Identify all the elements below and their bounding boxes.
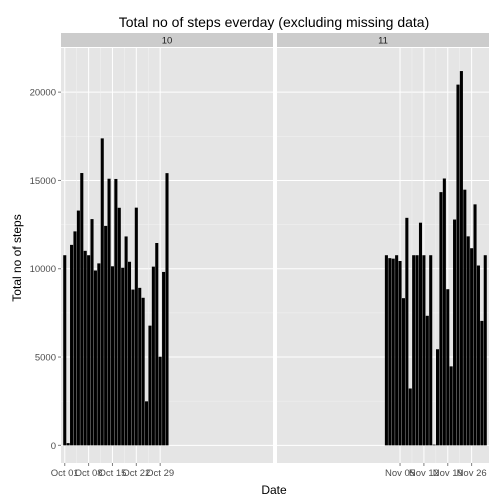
bar-2012-10-06 [80,173,84,446]
bar-2012-11-16 [436,349,440,446]
bar-2012-11-11 [418,222,423,446]
bar-2012-10-20 [127,261,132,446]
bar-2012-11-05 [398,260,402,446]
x-tick-label: Oct 22 [122,468,150,479]
bar-2012-10-01 [63,255,67,446]
bar-2012-11-12 [422,255,426,446]
x-tick-label: Oct 29 [146,468,174,479]
bar-2012-10-12 [100,138,104,446]
bar-2012-10-10 [93,270,97,446]
bar-2012-10-21 [131,289,135,446]
facet-strip-label: 11 [378,36,388,47]
bar-2012-11-19 [446,289,450,446]
y-tick-label: 0 [51,441,56,452]
bar-2012-10-09 [90,219,94,446]
bar-2012-10-19 [124,236,128,446]
bar-2012-11-09 [412,255,416,446]
x-tick-label: Oct 01 [51,468,79,479]
bar-2012-11-06 [401,298,405,446]
bar-2012-11-20 [449,366,453,446]
bar-2012-11-26 [470,248,474,446]
bar-2012-10-03 [70,244,74,446]
bar-2012-11-15 [432,444,436,446]
bar-2012-11-18 [442,178,446,446]
bar-2012-11-29 [480,320,484,446]
y-tick-label: 15000 [30,176,56,187]
bar-2012-10-08 [87,255,91,446]
bar-2012-11-13 [425,315,429,446]
bar-2012-10-17 [117,207,121,446]
bar-2012-10-24 [141,297,145,446]
bar-2012-10-04 [73,231,77,446]
bar-2012-10-14 [107,178,111,446]
chart-title: Total no of steps everday (excluding mis… [119,14,430,30]
bar-2012-11-08 [408,388,412,446]
facet-strip [277,33,489,47]
bar-2012-10-25 [145,401,149,446]
y-tick-label: 20000 [30,88,56,99]
facet-strip [61,33,273,47]
x-axis-title: Date [261,483,287,497]
y-tick-label: 10000 [30,264,56,275]
bar-2012-10-23 [138,287,142,446]
bar-2012-10-28 [155,243,159,446]
x-tick-label: Nov 12 [409,468,439,479]
bar-2012-10-07 [83,250,87,446]
bar-2012-10-29 [158,356,162,446]
facet-strip-label: 10 [162,36,173,47]
bar-2012-11-25 [466,236,470,446]
bar-2012-10-27 [151,266,155,446]
bar-2012-10-30 [162,271,166,446]
bar-2012-11-07 [405,217,409,446]
bar-2012-10-16 [114,178,118,446]
bar-2012-10-13 [104,225,108,446]
bar-2012-11-02 [388,258,392,446]
bar-2012-11-17 [439,192,443,446]
y-tick-label: 5000 [35,353,56,364]
bar-2012-11-01 [384,255,388,446]
x-tick-label: Oct 15 [98,468,126,479]
bar-2012-10-26 [148,325,152,446]
bar-2012-10-15 [110,266,114,446]
bar-2012-11-23 [459,71,463,446]
bar-2012-11-24 [463,189,467,446]
bar-2012-11-21 [453,219,457,446]
bar-2012-11-30 [483,255,487,446]
bar-2012-10-18 [121,267,125,446]
bar-2012-10-02 [66,443,70,446]
bar-2012-11-03 [391,258,395,446]
y-axis-title: Total no of steps [10,214,24,301]
bar-2012-11-10 [415,255,419,446]
x-tick-label: Nov 19 [433,468,463,479]
bar-2012-10-31 [165,173,169,446]
x-tick-label: Nov 05 [385,468,415,479]
bar-2012-11-28 [476,265,480,446]
bar-2012-11-14 [429,255,433,446]
bar-2012-11-04 [395,255,399,446]
x-tick-label: Nov 26 [457,468,487,479]
bar-2012-11-27 [473,204,477,446]
bar-2012-11-22 [456,84,460,446]
bar-2012-10-11 [97,263,101,446]
bar-2012-10-22 [134,207,138,446]
bar-2012-10-05 [76,210,80,446]
x-tick-label: Oct 08 [75,468,103,479]
